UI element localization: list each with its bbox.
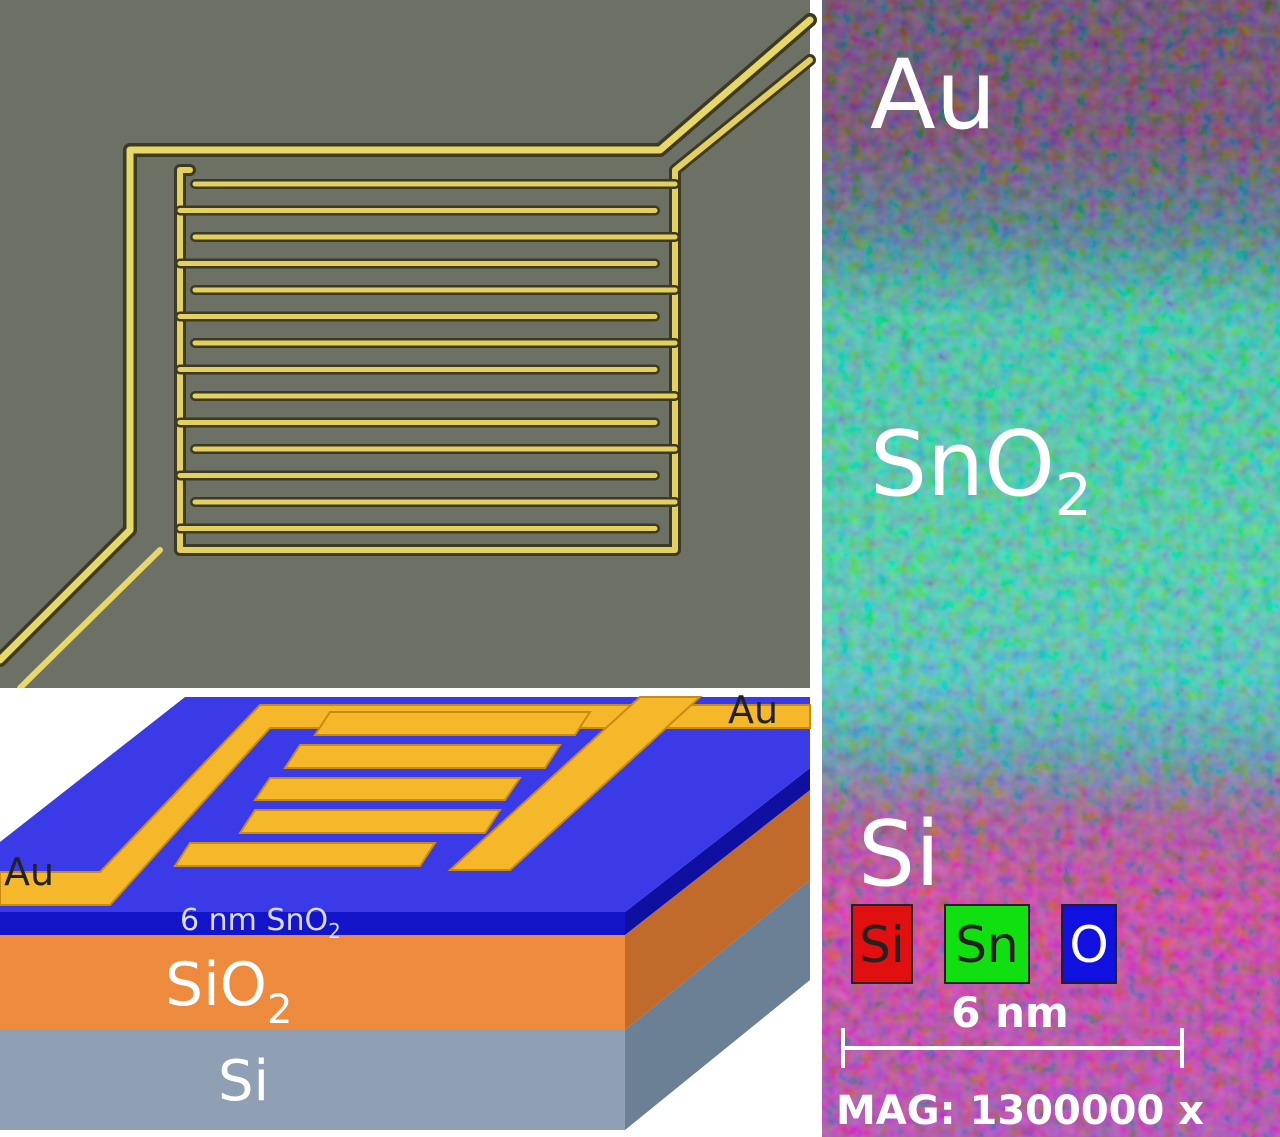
eds-label: SnO2: [870, 412, 1092, 529]
oxide-text: SiO: [165, 950, 267, 1020]
electrodes: [0, 13, 817, 691]
oxide-label: SiO2: [165, 950, 292, 1033]
eds-label: Si: [858, 802, 940, 907]
finger: [253, 777, 522, 801]
legend-label: Sn: [955, 916, 1018, 974]
schematic-electrodes: [0, 696, 811, 906]
film-side: [625, 768, 810, 935]
film-text: 6 nm SnO: [180, 903, 328, 938]
sio2-side: [625, 790, 810, 1030]
finger: [173, 842, 437, 867]
oxide-sub: 2: [267, 987, 292, 1033]
scale-bar-label: 6 nm: [951, 988, 1069, 1037]
film-sub: 2: [328, 919, 341, 943]
substrate-label: Si: [218, 1049, 269, 1114]
eds-map: Au SnO2 Si Si Sn O 6 nm MAG: 1300000 x: [822, 0, 1280, 1137]
micrograph: [0, 0, 817, 691]
electrode: [447, 696, 703, 871]
film-front: [0, 912, 625, 935]
finger: [283, 744, 562, 769]
finger: [313, 711, 592, 736]
electrode-label: Au: [728, 688, 778, 732]
legend-swatch: [944, 904, 1030, 984]
legend-swatch: [1061, 904, 1117, 984]
sio2-front: [0, 935, 625, 1030]
legend-swatch: [851, 904, 913, 984]
eds-label-sub: 2: [1055, 461, 1092, 529]
finger: [238, 809, 502, 834]
electrode: [0, 704, 811, 906]
bus: [0, 16, 814, 664]
lead: [17, 547, 163, 691]
eds-label-text: SnO: [870, 412, 1055, 517]
magnification: MAG: 1300000 x: [836, 1088, 1204, 1134]
scale-bar: [841, 1028, 1184, 1068]
electrode-label: Au: [4, 850, 54, 894]
bus: [177, 57, 813, 553]
eds-label: Au: [870, 39, 997, 151]
legend-label: Si: [859, 916, 905, 974]
si-front: [0, 1030, 625, 1130]
schematic: Au Au 6 nm SnO2 SiO2 Si: [0, 688, 811, 1137]
si-side: [625, 880, 810, 1130]
film-label: 6 nm SnO2: [180, 903, 341, 943]
legend-label: O: [1069, 916, 1108, 974]
